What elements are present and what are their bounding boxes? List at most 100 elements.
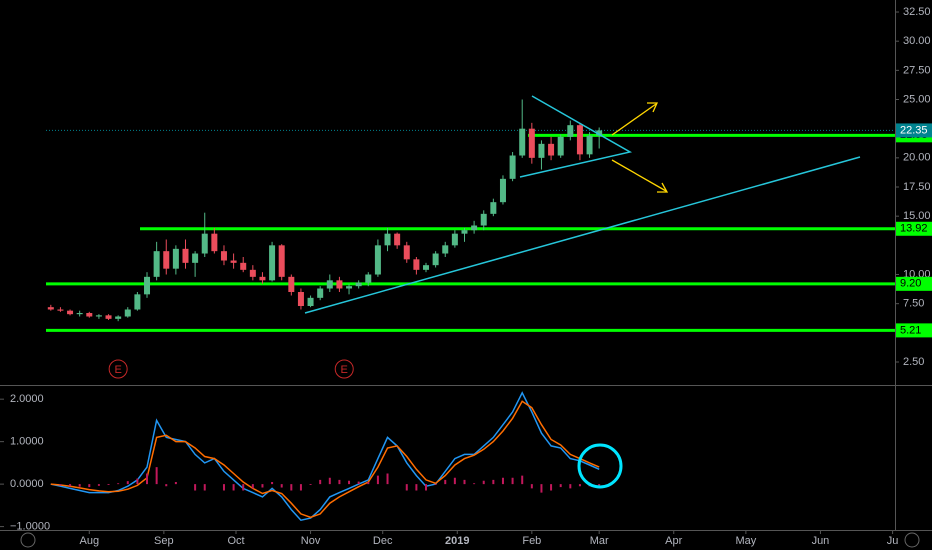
candle-body [211,233,218,252]
candle-body [586,135,593,155]
candle-body [240,262,247,270]
candle-body [288,276,295,293]
candle-body [76,313,83,315]
y-tick-label: 7.50 [903,298,924,310]
y-tick-label: 15.00 [903,210,931,222]
candle-body [403,245,410,260]
candle-body [67,310,74,315]
candle-body [423,265,430,270]
candle-body [172,248,179,269]
earnings-marker [108,359,128,379]
candle-body [269,245,276,281]
candle-body [596,130,603,136]
x-tick-label: 2019 [445,535,469,547]
arrow-up-head [647,102,659,113]
candle-body [134,294,141,310]
candle-body [451,233,458,246]
earnings-label: E [114,364,121,376]
y-tick-label: 27.50 [903,64,931,76]
candle-body [192,253,199,263]
x-tick-label: Mar [590,535,609,547]
candle-body [336,280,343,289]
candle-body [86,313,93,317]
arrow-down [611,159,667,192]
macd-line [50,391,600,522]
triangle-pattern [519,95,633,178]
x-tick-label: Jun [812,535,830,547]
level-label-box [896,276,932,291]
candle-body [230,260,237,263]
candle-body [95,315,102,317]
candle-body [326,280,333,289]
y-tick-label: 30.00 [903,35,931,47]
highlight-circle [577,443,623,489]
trend-line [304,156,861,314]
y-tick-label: 32.50 [903,6,931,18]
candle-body [163,251,170,269]
level-label-box [896,221,932,236]
candle-body [259,276,266,281]
level-label-box [896,323,932,338]
earnings-marker [334,359,354,379]
auto-scale-button[interactable] [904,532,920,548]
candle-body [471,225,478,231]
x-tick-label: May [735,535,756,547]
candle-body [307,297,314,307]
x-tick-label: Oct [227,535,244,547]
candle-body [461,230,468,234]
level-label: 5.21 [900,324,921,336]
candle-body [480,213,487,226]
x-tick-label: Dec [373,535,393,547]
macd-y-tick-label: 2.0000 [10,393,44,405]
macd-line [50,400,600,519]
macd-y-tick-label: −1.0000 [10,521,50,533]
candle-body [346,286,353,289]
last-price-label: 22.35 [900,124,928,136]
arrow-up [611,103,657,136]
candle-body [519,128,526,156]
candle-body [576,125,583,155]
y-tick-label: 20.00 [903,152,931,164]
candle-body [153,251,160,277]
candle-body [124,309,131,317]
candle-body [528,128,535,158]
candle-body [413,259,420,270]
candle-body [384,233,391,246]
candle-body [220,251,227,261]
candle-body [394,233,401,246]
zoom-button[interactable] [20,532,36,548]
y-tick-label: 17.50 [903,181,931,193]
level-label: 9.20 [900,278,921,290]
candle-body [509,155,516,179]
last-price-box [896,123,932,138]
candle-body [355,282,362,287]
x-tick-label: Feb [522,535,541,547]
candle-body [105,315,112,319]
candle-body [249,269,256,277]
candle-body [115,316,122,319]
earnings-label: E [341,364,348,376]
candle-body [490,202,497,214]
candle-body [317,288,324,298]
level-label: 13.92 [900,223,928,235]
macd-y-tick-label: 1.0000 [10,436,44,448]
macd-y-tick-label: 0.0000 [10,478,44,490]
candle-body [365,274,372,283]
drawings [304,95,861,489]
candle-body [57,309,64,311]
candle-body [432,253,439,266]
arrow-down-head [657,182,669,193]
x-tick-label: Apr [665,535,682,547]
candle-body [144,276,151,295]
candle-body [47,307,54,310]
x-tick-label: Nov [301,535,321,547]
y-tick-label: 2.50 [903,356,924,368]
candle-body [374,245,381,275]
candle-body [201,233,208,254]
x-tick-label: Sep [154,535,174,547]
candle-body [442,245,449,254]
candle-body [278,245,285,277]
